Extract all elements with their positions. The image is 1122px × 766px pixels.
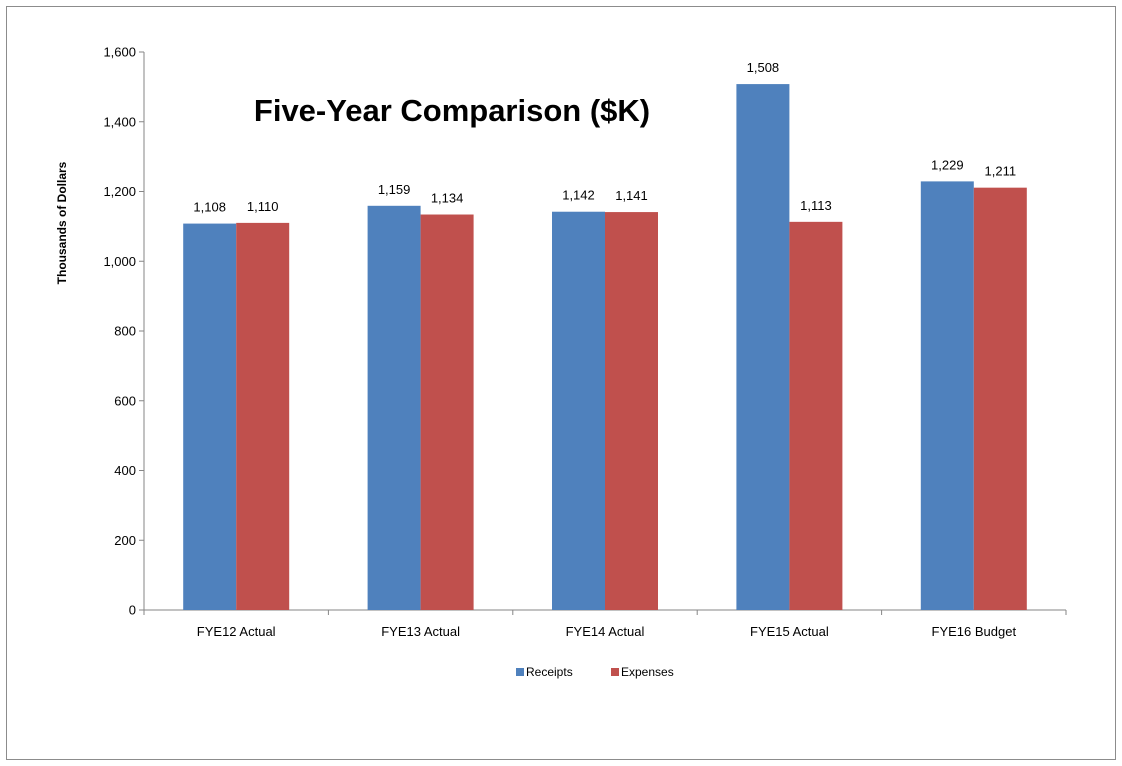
legend-swatch-expenses (611, 668, 619, 676)
data-label: 1,134 (431, 191, 464, 206)
y-tick-label: 0 (129, 603, 136, 618)
x-tick-label: FYE14 Actual (566, 624, 645, 639)
y-axis: 0 200 400 600 800 1,000 1,200 1,400 1,600 (103, 45, 145, 618)
bar-receipts (736, 84, 790, 610)
data-label: 1,108 (193, 200, 226, 215)
y-tick-label: 1,200 (103, 184, 136, 199)
data-label: 1,211 (985, 164, 1017, 179)
x-axis: FYE12 Actual FYE13 Actual FYE14 Actual FYE1… (143, 609, 1067, 639)
bars-group (183, 84, 1027, 611)
x-tick-label: FYE16 Budget (932, 624, 1017, 639)
data-label: 1,141 (615, 188, 648, 203)
x-tick-label: FYE12 Actual (197, 624, 276, 639)
data-label: 1,508 (747, 60, 780, 75)
legend: Receipts Expenses (516, 665, 674, 679)
bar-receipts (920, 181, 974, 611)
x-tick-label: FYE15 Actual (750, 624, 829, 639)
data-label: 1,159 (378, 182, 411, 197)
chart-title: Five-Year Comparison ($K) (254, 93, 650, 128)
legend-label-expenses: Expenses (621, 665, 674, 679)
bar-expenses (605, 212, 658, 611)
bar-expenses (789, 221, 843, 610)
y-tick-label: 600 (114, 393, 136, 408)
bar-expenses (236, 222, 290, 610)
y-axis-title: Thousands of Dollars (55, 161, 69, 284)
bar-receipts (183, 223, 237, 610)
bar-receipts (367, 205, 421, 610)
data-label: 1,110 (247, 199, 279, 214)
x-tick-label: FYE13 Actual (381, 624, 460, 639)
bar-receipts (552, 211, 605, 611)
y-tick-label: 200 (114, 533, 136, 548)
y-tick-label: 1,400 (103, 114, 136, 129)
legend-swatch-receipts (516, 668, 524, 676)
y-tick-label: 800 (114, 324, 136, 339)
legend-label-receipts: Receipts (526, 665, 573, 679)
data-label: 1,113 (800, 198, 832, 213)
bar-expenses (420, 214, 474, 610)
y-tick-label: 1,000 (103, 254, 136, 269)
bar-expenses (973, 187, 1027, 610)
y-tick-label: 400 (114, 463, 136, 478)
data-label: 1,229 (931, 157, 964, 172)
data-label: 1,142 (562, 188, 595, 203)
y-tick-label: 1,600 (103, 45, 136, 60)
data-labels-group: 1,108 1,159 1,142 1,508 1,229 1,110 1,134 1,141… (193, 60, 1016, 215)
